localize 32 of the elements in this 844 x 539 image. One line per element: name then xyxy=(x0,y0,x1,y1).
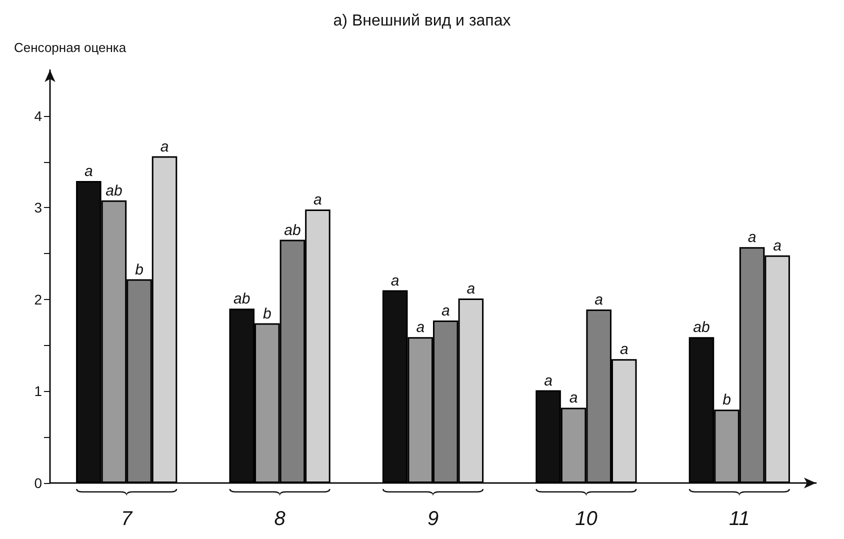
x-tick-label: 9 xyxy=(427,508,439,530)
data-label: a xyxy=(773,237,782,254)
y-tick-label: 2 xyxy=(34,291,42,308)
data-label: a xyxy=(620,341,628,358)
data-label: a xyxy=(416,319,425,336)
x-tick-label: 10 xyxy=(575,508,598,530)
data-label: b xyxy=(135,261,144,278)
data-label: a xyxy=(84,163,93,180)
y-axis-title: Сенсорная оценка xyxy=(14,40,127,55)
x-tick-label: 8 xyxy=(274,508,286,530)
data-label: b xyxy=(262,305,272,322)
data-label: a xyxy=(544,372,552,390)
data-label: ab xyxy=(234,290,250,308)
data-label: a xyxy=(466,280,476,298)
y-tick-label: 0 xyxy=(34,475,42,491)
data-label: a xyxy=(160,138,169,156)
chart-title: а) Внешний вид и запах xyxy=(333,12,511,30)
data-label: a xyxy=(390,272,400,290)
y-tick-label: 4 xyxy=(34,108,42,124)
y-tick-label: 1 xyxy=(34,383,42,400)
x-tick-label: 7 xyxy=(121,508,134,530)
data-label: a xyxy=(748,229,756,246)
data-label: a xyxy=(441,302,450,320)
data-label: a xyxy=(569,390,578,407)
data-label: a xyxy=(314,192,322,208)
x-tick-label: 11 xyxy=(729,508,750,530)
data-label: ab xyxy=(106,182,122,200)
data-label: ab xyxy=(693,319,710,336)
data-label: b xyxy=(722,392,731,409)
data-label: a xyxy=(594,292,604,309)
y-tick-label: 3 xyxy=(34,200,42,216)
data-label: ab xyxy=(284,222,301,239)
